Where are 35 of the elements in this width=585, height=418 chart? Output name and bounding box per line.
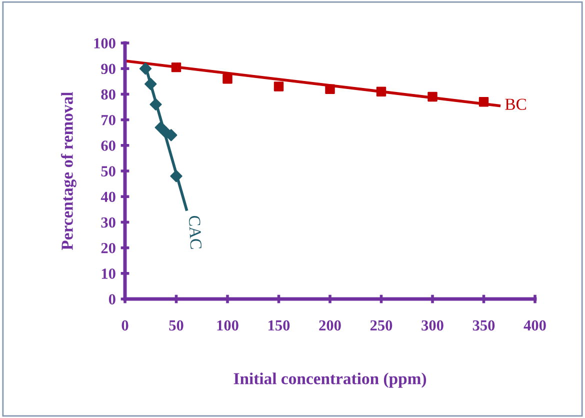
point	[139, 62, 152, 75]
y-tick-label: 80	[101, 89, 116, 100]
x-tick-label: 0	[122, 320, 128, 331]
y-tick-label: 90	[101, 64, 116, 74]
point	[150, 98, 162, 111]
point	[171, 62, 182, 72]
point	[428, 92, 438, 102]
y-tick-label: 0	[108, 294, 116, 304]
point	[222, 74, 232, 84]
point	[274, 82, 284, 92]
point	[170, 170, 182, 182]
point	[376, 86, 386, 96]
y-tick-label: 30	[101, 217, 116, 228]
y-tick-label: 10	[102, 268, 116, 279]
x-tick-label: 50	[169, 320, 184, 331]
x-tick-label: 100	[217, 320, 238, 331]
x-tick-label: 350	[472, 320, 495, 331]
point	[478, 97, 489, 107]
x-tick-label: 300	[422, 320, 444, 331]
x-axis-title: Initial concentration (ppm)	[234, 372, 426, 388]
x-tick-label: 200	[319, 320, 341, 331]
point	[144, 78, 157, 90]
x-tick-label: 250	[370, 320, 392, 331]
y-tick-label: 70	[102, 114, 116, 126]
y-tick-label: 60	[101, 140, 116, 151]
text: CAC	[188, 216, 202, 249]
y-tick-label: 100	[94, 38, 116, 48]
y-tick-label: 40	[100, 192, 116, 202]
y-tick-label: 20	[101, 242, 116, 254]
series-label: BC	[505, 98, 526, 110]
y-tick-label: 50	[101, 166, 116, 176]
x-tick-label: 150	[268, 320, 290, 331]
point	[325, 84, 335, 94]
y-axis-title: Percentage of removal	[60, 92, 76, 250]
x-tick-label: 400	[524, 320, 546, 331]
